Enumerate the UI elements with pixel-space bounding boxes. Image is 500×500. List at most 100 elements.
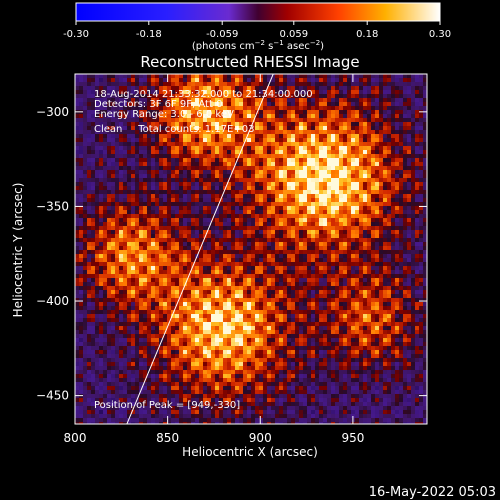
heatmap-cell — [227, 142, 232, 147]
heatmap-cell — [335, 262, 340, 267]
heatmap-cell — [247, 202, 252, 207]
heatmap-cell — [383, 190, 388, 195]
heatmap-cell — [343, 82, 348, 87]
heatmap-cell — [223, 226, 228, 231]
heatmap-cell — [343, 226, 348, 231]
heatmap-cell — [375, 238, 380, 243]
heatmap-cell — [203, 150, 208, 155]
heatmap-cell — [115, 114, 120, 119]
heatmap-cell — [115, 286, 120, 291]
heatmap-cell — [139, 114, 144, 119]
heatmap-cell — [231, 114, 236, 119]
heatmap-cell — [207, 290, 212, 295]
heatmap-cell — [91, 202, 96, 207]
heatmap-cell — [191, 74, 196, 79]
heatmap-cell — [339, 122, 344, 127]
heatmap-cell — [411, 130, 416, 135]
heatmap-cell — [291, 110, 296, 115]
heatmap-cell — [351, 102, 356, 107]
heatmap-cell — [319, 162, 324, 167]
heatmap-cell — [315, 106, 320, 111]
heatmap-cell — [175, 122, 180, 127]
heatmap-cell — [207, 222, 212, 227]
heatmap-cell — [255, 106, 260, 111]
heatmap-cell — [403, 230, 408, 235]
heatmap-cell — [135, 202, 140, 207]
heatmap-cell — [299, 118, 304, 123]
heatmap-cell — [271, 282, 276, 287]
heatmap-cell — [183, 230, 188, 235]
heatmap-cell — [111, 134, 116, 139]
heatmap-cell — [199, 190, 204, 195]
heatmap-cell — [379, 250, 384, 255]
heatmap-cell — [111, 74, 116, 79]
heatmap-cell — [271, 234, 276, 239]
heatmap-cell — [147, 150, 152, 155]
heatmap-cell — [227, 106, 232, 111]
heatmap-cell — [331, 154, 336, 159]
heatmap-cell — [91, 154, 96, 159]
heatmap-cell — [231, 186, 236, 191]
heatmap-cell — [319, 94, 324, 99]
heatmap-cell — [87, 158, 92, 163]
heatmap-cell — [79, 262, 84, 267]
heatmap-cell — [391, 86, 396, 91]
heatmap-cell — [139, 238, 144, 243]
heatmap-cell — [263, 294, 268, 299]
heatmap-cell — [191, 106, 196, 111]
heatmap-cell — [103, 158, 108, 163]
heatmap-cell — [191, 118, 196, 123]
heatmap-cell — [223, 86, 228, 91]
heatmap-cell — [327, 154, 332, 159]
heatmap-cell — [263, 114, 268, 119]
heatmap-cell — [75, 122, 80, 127]
heatmap-cell — [263, 174, 268, 179]
heatmap-cell — [207, 166, 212, 171]
heatmap-cell — [191, 78, 196, 83]
heatmap-cell — [315, 278, 320, 283]
heatmap-cell — [127, 286, 132, 291]
heatmap-cell — [83, 278, 88, 283]
heatmap-cell — [403, 202, 408, 207]
heatmap-cell — [275, 162, 280, 167]
heatmap-cell — [119, 94, 124, 99]
heatmap-cell — [383, 246, 388, 251]
heatmap-cell — [319, 102, 324, 107]
heatmap-cell — [147, 250, 152, 255]
heatmap-cell — [347, 190, 352, 195]
heatmap-cell — [163, 110, 168, 115]
heatmap-cell — [327, 110, 332, 115]
heatmap-cell — [355, 122, 360, 127]
heatmap-cell — [155, 178, 160, 183]
heatmap-cell — [75, 214, 80, 219]
heatmap-cell — [383, 74, 388, 79]
heatmap-cell — [171, 214, 176, 219]
heatmap-cell — [187, 90, 192, 95]
heatmap-cell — [75, 78, 80, 83]
heatmap-cell — [263, 122, 268, 127]
heatmap-cell — [395, 230, 400, 235]
heatmap-cell — [335, 214, 340, 219]
heatmap-cell — [131, 274, 136, 279]
heatmap-cell — [303, 122, 308, 127]
heatmap-cell — [143, 250, 148, 255]
heatmap-cell — [75, 246, 80, 251]
heatmap-cell — [231, 290, 236, 295]
heatmap-cell — [291, 206, 296, 211]
heatmap-cell — [295, 290, 300, 295]
heatmap-cell — [271, 146, 276, 151]
heatmap-cell — [387, 234, 392, 239]
heatmap-cell — [131, 82, 136, 87]
heatmap-cell — [339, 238, 344, 243]
heatmap-cell — [207, 190, 212, 195]
heatmap-cell — [295, 170, 300, 175]
heatmap-cell — [251, 158, 256, 163]
heatmap-cell — [267, 90, 272, 95]
heatmap-cell — [331, 90, 336, 95]
heatmap-cell — [107, 286, 112, 291]
heatmap-cell — [351, 210, 356, 215]
heatmap-cell — [383, 274, 388, 279]
heatmap-cell — [259, 130, 264, 135]
heatmap-cell — [303, 186, 308, 191]
heatmap-cell — [83, 170, 88, 175]
